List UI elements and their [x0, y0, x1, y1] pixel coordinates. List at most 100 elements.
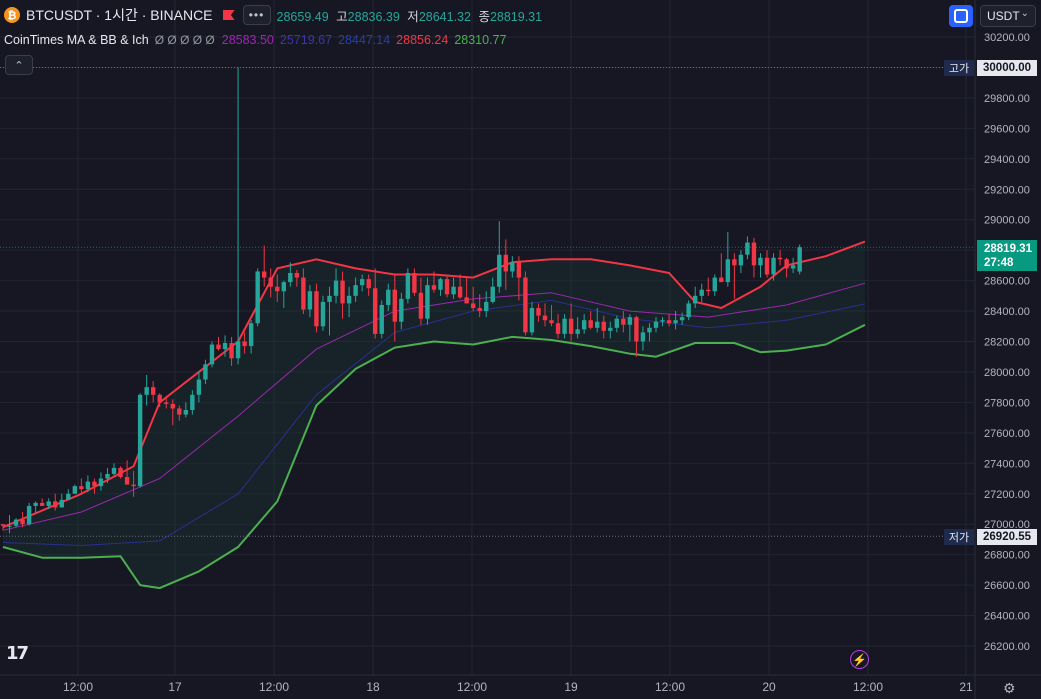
chevron-up-icon: ⌃ — [14, 59, 24, 72]
candle-body-48 — [314, 291, 319, 327]
candle-body-79 — [516, 262, 522, 278]
candle-body-73 — [477, 308, 482, 312]
bar-countdown: 27:48 — [984, 257, 1014, 269]
candle-body-26 — [170, 403, 175, 409]
currency-label: USDT — [987, 9, 1020, 23]
candle-body-102 — [666, 320, 672, 324]
more-options-button[interactable]: ••• — [242, 5, 271, 25]
price-tick-8: 28200.00 — [984, 337, 1030, 349]
time-tick-0: 12:00 — [63, 680, 93, 694]
candle-body-41 — [268, 277, 273, 287]
candle-body-5 — [33, 502, 38, 506]
candle-body-0 — [0, 524, 6, 526]
candle-body-61 — [399, 298, 404, 322]
candle-body-47 — [307, 291, 313, 310]
symbol-title[interactable]: BTCUSDT · 1시간 · BINANCE — [26, 7, 213, 23]
candle-body-74 — [484, 301, 489, 312]
candle-body-119 — [777, 257, 783, 260]
candle-body-50 — [327, 295, 332, 302]
price-tick-15: 26800.00 — [984, 550, 1030, 562]
low-value: 28641.32 — [418, 9, 471, 24]
candle-body-7 — [46, 501, 51, 506]
candle-body-82 — [536, 308, 541, 316]
series-line-0 — [2, 240, 866, 529]
candle-body-107 — [699, 289, 704, 296]
candle-body-13 — [85, 481, 91, 490]
candle-body-56 — [366, 279, 371, 289]
candle-body-20 — [131, 484, 136, 487]
candle-body-90 — [588, 320, 593, 328]
price-tick-14: 27000.00 — [984, 519, 1030, 531]
bolt-icon[interactable]: ⚡ — [850, 650, 869, 669]
candle-body-97 — [634, 317, 639, 342]
collapse-legend-button[interactable]: ⌃ — [5, 55, 33, 75]
indicator-value-upper-band: 28856.24 — [396, 33, 449, 47]
indicator-visibility-icons[interactable]: Ø Ø Ø Ø Ø — [154, 33, 215, 47]
low-key: 저 — [407, 9, 419, 24]
chart-header: ₿ BTCUSDT · 1시간 · BINANCE ••• 28659.49 고… — [0, 4, 542, 26]
candle-body-116 — [758, 257, 763, 266]
candle-body-3 — [20, 519, 25, 525]
candle-body-17 — [111, 467, 117, 474]
candle-body-6 — [39, 502, 45, 506]
price-tick-9: 28000.00 — [984, 367, 1030, 379]
candle-body-118 — [771, 257, 776, 275]
price-tick-3: 29400.00 — [984, 154, 1030, 166]
candle-body-99 — [647, 327, 652, 333]
candle-body-105 — [686, 303, 691, 318]
ohlc-readout: 28659.49 고28836.39 저28641.32 종28819.31 — [273, 6, 543, 25]
candle-body-111 — [725, 259, 731, 283]
currency-select[interactable]: USDT ⌄ — [980, 5, 1036, 27]
candle-body-33 — [216, 344, 221, 350]
candle-body-53 — [346, 295, 352, 304]
price-tick-16: 26600.00 — [984, 580, 1030, 592]
price-tick-17: 26400.00 — [984, 611, 1030, 623]
candle-body-49 — [320, 301, 326, 327]
indicator-name[interactable]: CoinTimes MA & BB & Ich — [4, 33, 149, 47]
series-line-2 — [2, 282, 866, 531]
flag-icon[interactable] — [222, 10, 235, 20]
indicator-value-2: 25719.67 — [279, 33, 333, 47]
series-line-1 — [2, 323, 866, 590]
indicator-legend[interactable]: CoinTimes MA & BB & Ich Ø Ø Ø Ø Ø 28583.… — [4, 31, 512, 49]
time-tick-1: 17 — [168, 680, 182, 694]
candle-body-77 — [503, 254, 509, 272]
candle-body-120 — [784, 259, 789, 269]
candle-body-65 — [425, 285, 430, 319]
price-tick-7: 28400.00 — [984, 306, 1030, 318]
candle-body-103 — [673, 320, 678, 324]
last-price: 28819.31 — [984, 243, 1032, 255]
candle-body-62 — [405, 272, 411, 299]
candle-body-23 — [150, 387, 156, 395]
candle-body-16 — [105, 473, 110, 479]
close-key: 종 — [478, 9, 490, 24]
candle-body-87 — [568, 318, 574, 334]
fullscreen-button[interactable] — [949, 5, 973, 27]
high-value: 28836.39 — [347, 9, 400, 24]
candle-body-1 — [7, 525, 12, 527]
candle-body-93 — [608, 327, 613, 331]
candle-body-12 — [79, 486, 84, 490]
candle-body-38 — [248, 323, 254, 347]
candle-body-80 — [523, 277, 528, 333]
gear-icon[interactable]: ⚙ — [1003, 680, 1016, 696]
candle-body-54 — [353, 285, 358, 296]
candle-body-76 — [497, 254, 502, 287]
candle-body-21 — [137, 394, 143, 487]
tradingview-logo[interactable]: 17 — [6, 643, 29, 664]
time-tick-4: 12:00 — [457, 680, 487, 694]
high-key: 고 — [336, 9, 348, 24]
candle-body-11 — [72, 486, 78, 494]
candle-body-32 — [209, 344, 215, 365]
candle-body-106 — [692, 295, 698, 304]
candle-body-37 — [242, 341, 247, 347]
candle-body-64 — [418, 292, 424, 319]
candle-body-14 — [92, 481, 97, 487]
candle-body-22 — [144, 387, 149, 395]
candle-body-67 — [438, 279, 443, 290]
candle-body-18 — [118, 467, 123, 478]
candle-body-36 — [235, 341, 241, 359]
close-value: 28819.31 — [489, 9, 543, 24]
candle-body-51 — [333, 280, 339, 296]
